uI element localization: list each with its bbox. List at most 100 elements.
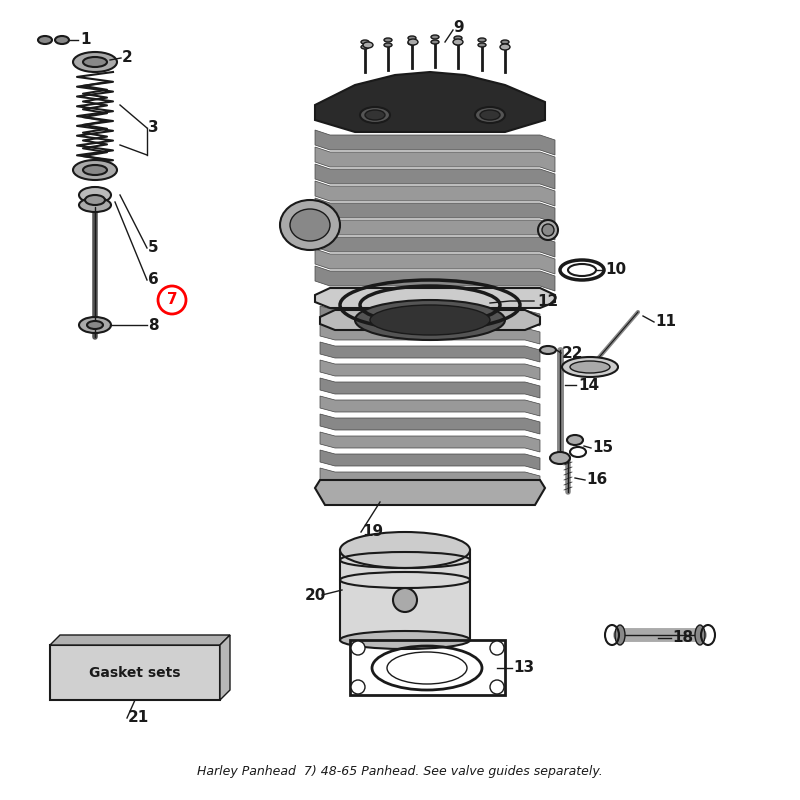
Polygon shape xyxy=(320,414,540,434)
Polygon shape xyxy=(315,480,545,505)
Ellipse shape xyxy=(562,357,618,377)
Ellipse shape xyxy=(351,680,365,694)
Ellipse shape xyxy=(490,641,504,655)
Ellipse shape xyxy=(408,39,418,45)
Ellipse shape xyxy=(85,195,105,205)
Ellipse shape xyxy=(55,36,69,44)
Ellipse shape xyxy=(540,346,556,354)
Circle shape xyxy=(542,224,554,236)
Polygon shape xyxy=(320,468,540,488)
Text: 3: 3 xyxy=(148,121,158,135)
Polygon shape xyxy=(320,378,540,398)
Ellipse shape xyxy=(384,38,392,42)
Ellipse shape xyxy=(431,35,439,39)
Text: Gasket sets: Gasket sets xyxy=(90,666,181,680)
Ellipse shape xyxy=(567,435,583,445)
Ellipse shape xyxy=(550,452,570,464)
Text: Harley Panhead  7) 48-65 Panhead. See valve guides separately.: Harley Panhead 7) 48-65 Panhead. See val… xyxy=(197,766,603,778)
Ellipse shape xyxy=(351,641,365,655)
Polygon shape xyxy=(315,266,555,291)
Ellipse shape xyxy=(38,36,52,44)
Ellipse shape xyxy=(475,107,505,123)
Ellipse shape xyxy=(280,200,340,250)
Text: 22: 22 xyxy=(562,346,583,361)
Text: 18: 18 xyxy=(672,630,693,646)
Ellipse shape xyxy=(290,209,330,241)
Ellipse shape xyxy=(393,588,417,612)
Ellipse shape xyxy=(79,317,111,333)
Text: 5: 5 xyxy=(148,241,158,255)
Circle shape xyxy=(158,286,186,314)
Ellipse shape xyxy=(501,40,509,44)
Text: 21: 21 xyxy=(128,710,150,726)
Text: 2: 2 xyxy=(122,50,133,66)
FancyBboxPatch shape xyxy=(50,645,220,700)
Ellipse shape xyxy=(384,43,392,47)
Ellipse shape xyxy=(73,160,117,180)
Polygon shape xyxy=(320,396,540,416)
Ellipse shape xyxy=(365,110,385,120)
Polygon shape xyxy=(315,164,555,189)
Ellipse shape xyxy=(453,39,463,45)
Ellipse shape xyxy=(87,321,103,329)
Ellipse shape xyxy=(501,45,509,49)
Ellipse shape xyxy=(478,38,486,42)
Polygon shape xyxy=(340,550,470,640)
Text: 6: 6 xyxy=(148,273,158,287)
Ellipse shape xyxy=(408,41,416,45)
Polygon shape xyxy=(320,310,540,330)
Polygon shape xyxy=(315,288,555,308)
Polygon shape xyxy=(315,249,555,274)
Ellipse shape xyxy=(431,40,439,44)
Ellipse shape xyxy=(454,41,462,45)
Text: 7: 7 xyxy=(166,293,178,307)
Text: 11: 11 xyxy=(655,314,676,330)
Text: 8: 8 xyxy=(148,318,158,333)
Text: 15: 15 xyxy=(592,441,613,455)
Polygon shape xyxy=(320,324,540,344)
Polygon shape xyxy=(320,306,540,326)
Ellipse shape xyxy=(360,107,390,123)
Text: 14: 14 xyxy=(578,378,599,393)
Polygon shape xyxy=(320,360,540,380)
Polygon shape xyxy=(320,342,540,362)
Ellipse shape xyxy=(454,36,462,40)
Text: 16: 16 xyxy=(586,473,607,487)
Ellipse shape xyxy=(73,52,117,72)
Text: 9: 9 xyxy=(453,19,464,34)
Ellipse shape xyxy=(408,36,416,40)
Polygon shape xyxy=(320,432,540,452)
Ellipse shape xyxy=(363,42,373,48)
Polygon shape xyxy=(320,450,540,470)
Ellipse shape xyxy=(355,300,505,340)
Ellipse shape xyxy=(570,361,610,373)
Text: 19: 19 xyxy=(362,525,383,539)
Ellipse shape xyxy=(370,305,490,335)
Ellipse shape xyxy=(83,165,107,175)
Polygon shape xyxy=(315,181,555,206)
Polygon shape xyxy=(220,635,230,700)
Text: 20: 20 xyxy=(305,587,326,602)
Ellipse shape xyxy=(340,532,470,568)
Polygon shape xyxy=(315,215,555,240)
Polygon shape xyxy=(50,635,230,645)
Polygon shape xyxy=(315,232,555,257)
Ellipse shape xyxy=(79,187,111,203)
Polygon shape xyxy=(315,72,545,132)
Text: 12: 12 xyxy=(537,294,558,309)
Ellipse shape xyxy=(340,631,470,649)
Ellipse shape xyxy=(480,110,500,120)
Text: 10: 10 xyxy=(605,262,626,278)
Ellipse shape xyxy=(361,45,369,49)
Ellipse shape xyxy=(83,57,107,67)
Ellipse shape xyxy=(500,44,510,50)
Ellipse shape xyxy=(615,625,625,645)
Polygon shape xyxy=(315,130,555,155)
Ellipse shape xyxy=(695,625,705,645)
Ellipse shape xyxy=(490,680,504,694)
Polygon shape xyxy=(315,147,555,172)
Ellipse shape xyxy=(361,40,369,44)
Text: 13: 13 xyxy=(513,661,534,675)
Circle shape xyxy=(538,220,558,240)
Ellipse shape xyxy=(478,43,486,47)
